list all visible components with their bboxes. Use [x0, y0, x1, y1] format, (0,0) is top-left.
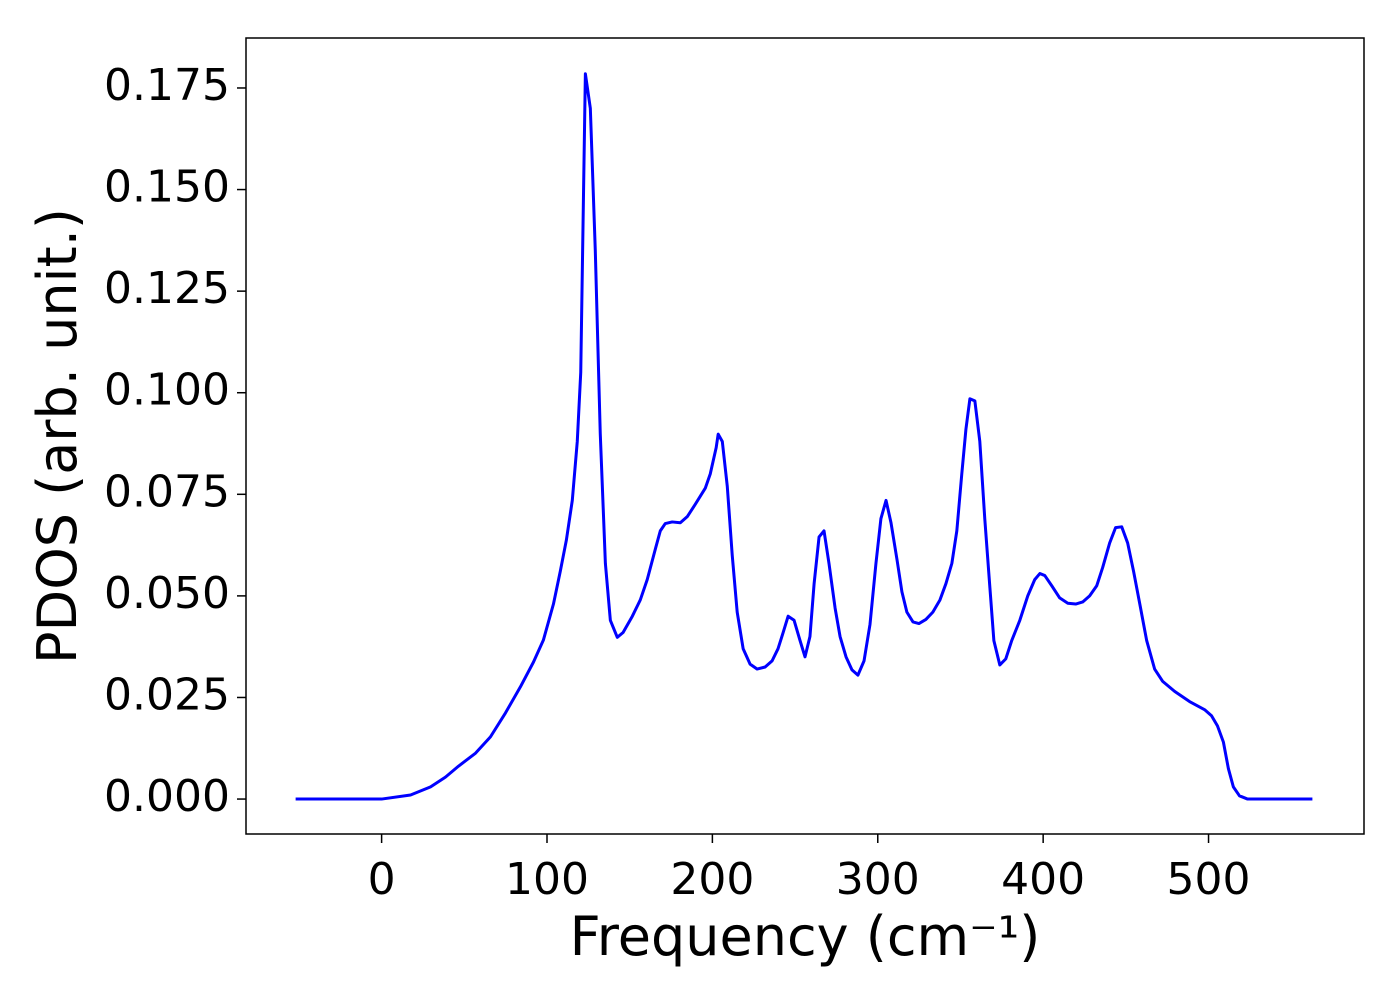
- y-tick-label: 0.050: [104, 568, 230, 619]
- x-tick-label: 500: [1167, 854, 1251, 905]
- y-tick-label: 0.100: [104, 365, 230, 416]
- y-axis-label: PDOS (arb. unit.): [26, 208, 89, 664]
- x-axis-label: Frequency (cm⁻¹): [570, 905, 1041, 968]
- pdos-line: [295, 72, 1313, 801]
- y-tick-label: 0.000: [104, 771, 230, 822]
- y-tick-label: 0.125: [104, 263, 230, 314]
- x-tick-label: 100: [505, 854, 589, 905]
- x-tick-label: 0: [368, 854, 396, 905]
- x-tick-label: 200: [670, 854, 754, 905]
- y-tick-label: 0.150: [104, 162, 230, 213]
- plot-frame: [245, 37, 1365, 835]
- x-tick-label: 300: [836, 854, 920, 905]
- y-tick-label: 0.075: [104, 466, 230, 517]
- x-tick-label: 400: [1001, 854, 1085, 905]
- y-tick-label: 0.025: [104, 669, 230, 720]
- y-tick-label: 0.175: [104, 60, 230, 111]
